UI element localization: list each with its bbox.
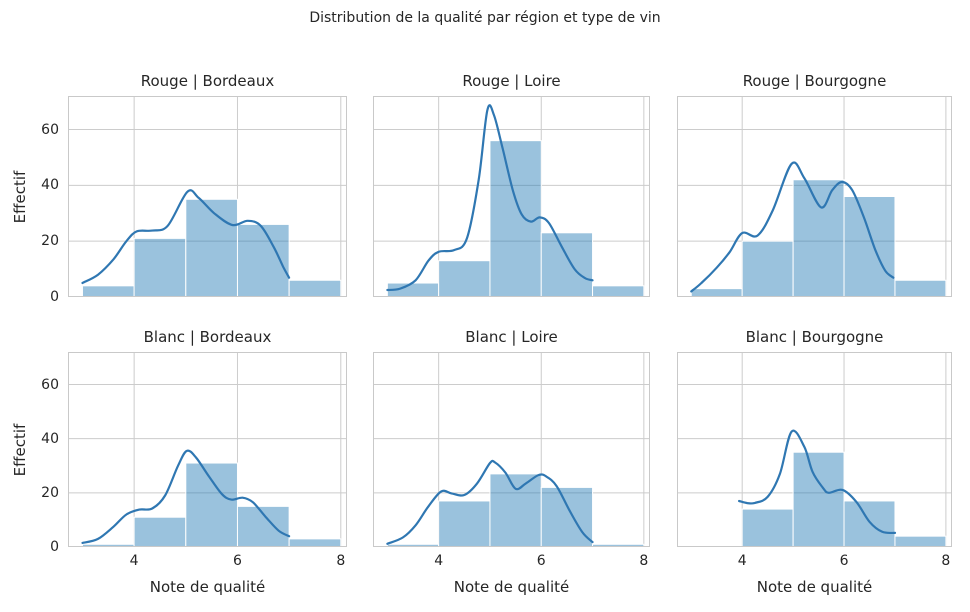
facet-title-blanc-bordeaux: Blanc | Bordeaux [143,328,272,346]
kde-curve [690,161,895,293]
plot-area-blanc-bordeaux [68,352,347,547]
x-axis-label: Note de qualité [149,578,266,596]
plot-area-rouge-bourgogne [677,96,952,297]
histogram-bar [690,288,743,297]
histogram-bar [133,516,187,547]
facet-blanc-loire: Blanc | Loire [373,328,650,547]
y-tick-label: 20 [41,484,59,501]
histogram-bar [894,279,947,297]
x-tick-label: 8 [941,553,951,569]
y-axis-label: Effectif [11,423,29,476]
y-tick-label: 0 [50,539,59,555]
histogram-bar [540,232,594,297]
plot-area-rouge-bordeaux [68,96,347,297]
kde-curve [738,429,897,535]
kde-curve [81,189,291,285]
plot-area-blanc-bourgogne [677,352,952,547]
x-tick-label: 6 [839,553,849,569]
x-tick-label: 4 [737,553,747,569]
facet-blanc-bordeaux: Blanc | Bordeaux [68,328,347,547]
histogram-bar [438,260,491,297]
kde-curve [81,449,291,544]
histogram-bar [489,140,542,297]
x-axis-label: Note de qualité [756,578,873,596]
histogram-bar [843,196,896,297]
facet-title-blanc-bourgogne: Blanc | Bourgogne [745,328,884,346]
histogram-bar [133,237,187,297]
histogram-bar [288,538,342,547]
histogram-bar [185,462,238,547]
histogram-bar [792,451,845,547]
figure-title: Distribution de la qualité par région et… [309,10,661,26]
y-tick-label: 0 [50,289,59,305]
histogram-bar [792,179,845,297]
histogram-bar [288,279,342,297]
y-tick-label: 20 [41,233,59,250]
histogram-bar [741,240,794,297]
x-tick-label: 8 [336,553,346,569]
histogram-bar [438,500,491,547]
plot-area-rouge-loire [373,96,650,297]
facet-rouge-loire: Rouge | Loire [373,72,650,297]
histogram-bar [741,508,794,547]
kde-curve [386,104,594,292]
facet-title-rouge-loire: Rouge | Loire [462,72,561,90]
histogram-bar [489,473,542,547]
x-tick-label: 8 [639,553,649,569]
y-tick-label: 60 [41,121,59,138]
x-tick-label: 6 [536,553,546,569]
facet-title-rouge-bourgogne: Rouge | Bourgogne [742,72,887,90]
histogram-bar [540,486,594,547]
histogram-bar [592,543,645,547]
facet-blanc-bourgogne: Blanc | Bourgogne [677,328,952,547]
histogram-bar [843,500,896,547]
histogram-bar [894,535,947,547]
plot-area-blanc-loire [373,352,650,547]
histogram-bar [81,285,135,297]
facet-rouge-bourgogne: Rouge | Bourgogne [677,72,952,297]
histogram-bar [185,198,238,297]
y-tick-label: 40 [41,177,59,194]
kde-curve [386,459,594,545]
x-tick-label: 4 [129,553,139,569]
x-tick-label: 6 [232,553,242,569]
facet-title-blanc-loire: Blanc | Loire [465,328,558,346]
x-axis-label: Note de qualité [453,578,570,596]
y-tick-label: 60 [41,376,59,393]
y-axis-label: Effectif [11,170,29,223]
facet-title-rouge-bordeaux: Rouge | Bordeaux [140,72,275,90]
facet-rouge-bordeaux: Rouge | Bordeaux [68,72,347,297]
x-tick-label: 4 [434,553,444,569]
histogram-bar [592,285,645,297]
y-tick-label: 40 [41,430,59,447]
